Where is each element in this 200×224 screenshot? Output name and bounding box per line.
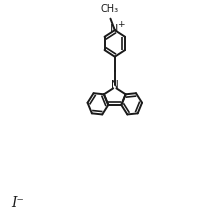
Text: CH₃: CH₃ (100, 4, 119, 14)
Text: +: + (117, 20, 124, 29)
Text: N: N (111, 80, 119, 90)
Text: I⁻: I⁻ (12, 196, 25, 210)
Text: N: N (110, 24, 118, 34)
